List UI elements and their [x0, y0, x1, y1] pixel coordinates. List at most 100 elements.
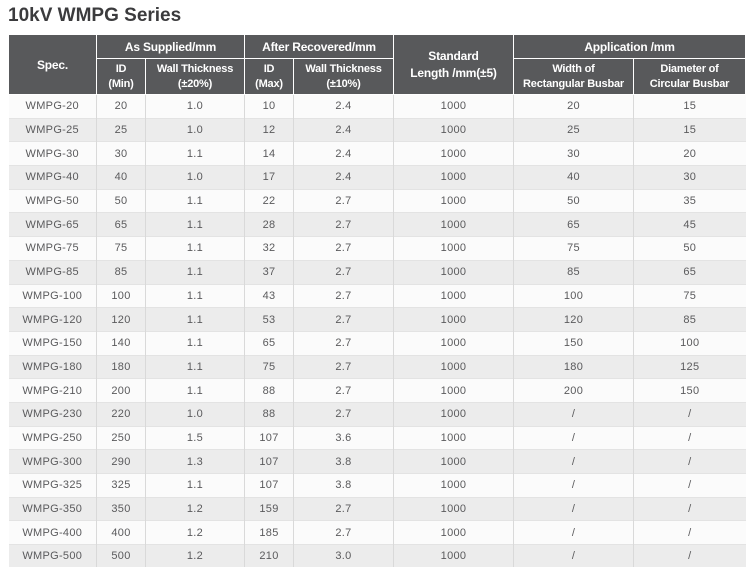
spec-cell: WMPG-85 — [8, 259, 97, 284]
spec-cell: WMPG-300 — [8, 449, 97, 474]
value-cell: 1000 — [393, 449, 514, 474]
value-cell: 37 — [244, 259, 294, 284]
value-cell: 85 — [513, 259, 634, 284]
value-cell: 1000 — [393, 212, 514, 237]
header-as-supplied: As Supplied/mm — [96, 34, 245, 59]
value-cell: 2.7 — [293, 212, 394, 237]
value-cell: 2.4 — [293, 117, 394, 142]
value-cell: 1.0 — [145, 94, 245, 119]
spec-cell: WMPG-25 — [8, 117, 97, 142]
table-row: WMPG-120 120 1.1 53 2.7 1000 120 85 — [8, 307, 746, 332]
value-cell: 1000 — [393, 165, 514, 190]
value-cell: 1.1 — [145, 283, 245, 308]
value-cell: 50 — [633, 236, 746, 261]
value-cell: 25 — [96, 117, 146, 142]
value-cell: 65 — [244, 330, 294, 356]
value-cell: 1000 — [393, 94, 514, 119]
table-body: WMPG-20 20 1.0 10 2.4 1000 20 15 WMPG-25 25 1.0 12 2… — [8, 94, 746, 567]
value-cell: 17 — [244, 165, 294, 190]
value-cell: 2.7 — [293, 259, 394, 284]
value-cell: 2.4 — [293, 141, 394, 166]
value-cell: 15 — [633, 94, 746, 119]
value-cell: 1000 — [393, 496, 514, 521]
value-cell: 1000 — [393, 473, 514, 498]
value-cell: 150 — [633, 378, 746, 403]
value-cell: 2.7 — [293, 330, 394, 356]
spec-cell: WMPG-210 — [8, 378, 97, 403]
value-cell: 1.5 — [145, 425, 245, 450]
table-header: Spec. As Supplied/mm After Recovered/mm … — [8, 34, 746, 95]
table-row: WMPG-25 25 1.0 12 2.4 1000 25 15 — [8, 117, 746, 142]
value-cell: / — [513, 401, 634, 427]
spec-cell: WMPG-400 — [8, 520, 97, 545]
value-cell: 10 — [244, 94, 294, 119]
table-row: WMPG-150 140 1.1 65 2.7 1000 150 100 — [8, 330, 746, 356]
spec-cell: WMPG-230 — [8, 401, 97, 427]
value-cell: 1000 — [393, 520, 514, 545]
value-cell: 50 — [96, 188, 146, 213]
value-cell: 2.7 — [293, 188, 394, 213]
header-standard-length: Standard Length /mm(±5) — [393, 34, 514, 95]
header-id-max: ID (Max) — [244, 58, 294, 95]
table-row: WMPG-250 250 1.5 107 3.6 1000// — [8, 425, 746, 450]
value-cell: / — [513, 520, 634, 545]
value-cell: 2.4 — [293, 165, 394, 190]
spec-cell: WMPG-500 — [8, 544, 97, 567]
value-cell: 185 — [244, 520, 294, 545]
value-cell: 200 — [513, 378, 634, 403]
value-cell: 140 — [96, 330, 146, 356]
value-cell: / — [513, 425, 634, 450]
value-cell: 3.0 — [293, 544, 394, 567]
value-cell: 30 — [96, 141, 146, 166]
value-cell: 3.8 — [293, 449, 394, 474]
value-cell: 35 — [633, 188, 746, 213]
value-cell: 2.7 — [293, 283, 394, 308]
header-diameter-circular-busbar: Diameter of Circular Busbar — [633, 58, 746, 95]
value-cell: 43 — [244, 283, 294, 308]
value-cell: 107 — [244, 473, 294, 498]
table-row: WMPG-65 65 1.1 28 2.7 1000 65 45 — [8, 212, 746, 237]
value-cell: 65 — [513, 212, 634, 237]
value-cell: 40 — [513, 165, 634, 190]
value-cell: 15 — [633, 117, 746, 142]
header-application: Application /mm — [513, 34, 746, 59]
value-cell: 3.6 — [293, 425, 394, 450]
value-cell: 1000 — [393, 188, 514, 213]
value-cell: 2.7 — [293, 236, 394, 261]
spec-cell: WMPG-40 — [8, 165, 97, 190]
value-cell: / — [633, 520, 746, 545]
table-row: WMPG-210 200 1.1 88 2.7 1000 200 150 — [8, 378, 746, 403]
value-cell: 50 — [513, 188, 634, 213]
value-cell: 1.2 — [145, 496, 245, 521]
value-cell: / — [513, 449, 634, 474]
value-cell: 1000 — [393, 259, 514, 284]
value-cell: 1.1 — [145, 378, 245, 403]
value-cell: 25 — [513, 117, 634, 142]
value-cell: 350 — [96, 496, 146, 521]
table-row: WMPG-230 220 1.0 88 2.7 1000// — [8, 401, 746, 427]
value-cell: 1.1 — [145, 236, 245, 261]
table-row: WMPG-30 30 1.1 14 2.4 1000 30 20 — [8, 141, 746, 166]
header-spec: Spec. — [8, 34, 97, 95]
value-cell: / — [633, 401, 746, 427]
header-wall-thickness-20: Wall Thickness (±20%) — [145, 58, 245, 95]
value-cell: 1.1 — [145, 354, 245, 379]
spec-cell: WMPG-100 — [8, 283, 97, 308]
value-cell: 1.1 — [145, 188, 245, 213]
value-cell: / — [513, 544, 634, 567]
value-cell: / — [633, 449, 746, 474]
value-cell: 1.1 — [145, 307, 245, 332]
value-cell: 22 — [244, 188, 294, 213]
value-cell: / — [513, 496, 634, 521]
value-cell: 45 — [633, 212, 746, 237]
value-cell: 88 — [244, 401, 294, 427]
value-cell: 180 — [513, 354, 634, 379]
value-cell: 1000 — [393, 401, 514, 427]
value-cell: 1.1 — [145, 141, 245, 166]
value-cell: 400 — [96, 520, 146, 545]
value-cell: 20 — [513, 94, 634, 119]
value-cell: 1000 — [393, 236, 514, 261]
spec-cell: WMPG-75 — [8, 236, 97, 261]
value-cell: 65 — [633, 259, 746, 284]
value-cell: 1000 — [393, 283, 514, 308]
